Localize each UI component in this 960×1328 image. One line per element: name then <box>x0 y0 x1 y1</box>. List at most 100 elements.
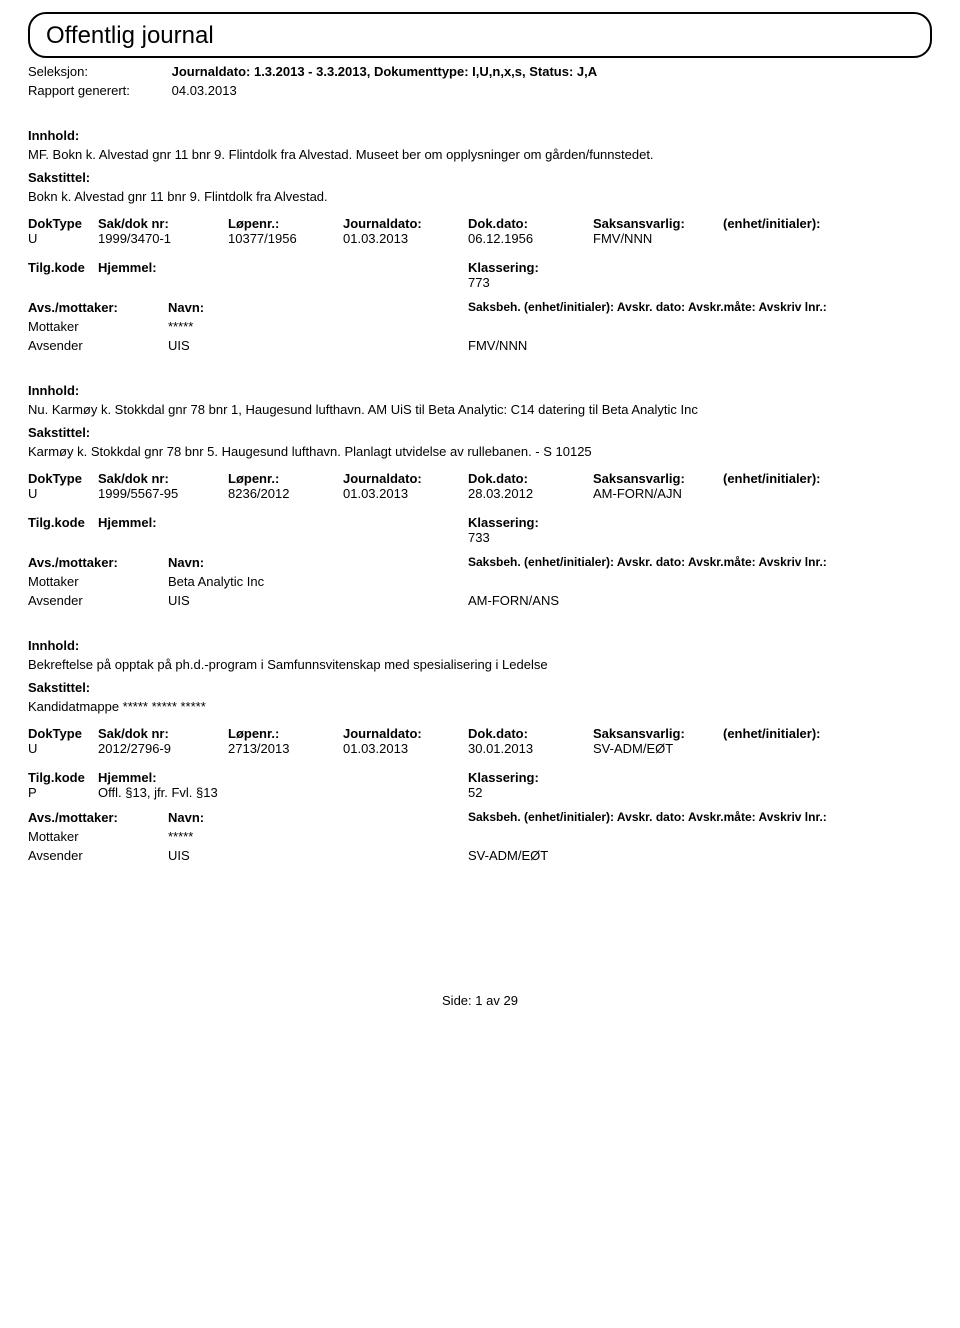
tilg-left: Tilg.kode Hjemmel: <box>28 260 468 290</box>
col-dokdato-label: Dok.dato: <box>468 216 593 231</box>
party-role: Mottaker <box>28 829 168 844</box>
col-sakdok-label: Sak/dok nr: <box>98 216 228 231</box>
col-lopenr-label: Løpenr.: <box>228 471 343 486</box>
col-saksansvarlig-label: Saksansvarlig: <box>593 471 723 486</box>
seleksjon-label: Seleksjon: <box>28 64 168 79</box>
lopenr-value: 2713/2013 <box>228 741 343 756</box>
page-footer: Side: 1 av 29 <box>28 993 932 1008</box>
saksansvarlig-value: SV-ADM/EØT <box>593 741 723 756</box>
doc-values-row: U 2012/2796-9 2713/2013 01.03.2013 30.01… <box>28 741 932 756</box>
hjemmel-col: Hjemmel: <box>98 515 468 545</box>
footer-middle: av <box>486 993 500 1008</box>
col-saksansvarlig-label: Saksansvarlig: <box>593 216 723 231</box>
party-name: UIS <box>168 593 468 608</box>
party-row: Mottaker ***** <box>28 319 932 334</box>
navn-label: Navn: <box>168 300 468 315</box>
party-name: ***** <box>168 829 468 844</box>
party-role: Mottaker <box>28 319 168 334</box>
saksbeh-label: Saksbeh. (enhet/initialer): Avskr. dato:… <box>468 300 827 315</box>
doktype-value: U <box>28 231 98 246</box>
col-saksansvarlig-label: Saksansvarlig: <box>593 726 723 741</box>
klassering-value: 733 <box>468 530 490 545</box>
party-name: Beta Analytic Inc <box>168 574 468 589</box>
hjemmel-col: Hjemmel: <box>98 260 468 290</box>
saksansvarlig-value: AM-FORN/AJN <box>593 486 723 501</box>
journal-entry: Innhold: Bekreftelse på opptak på ph.d.-… <box>28 638 932 863</box>
navn-label: Navn: <box>168 810 468 825</box>
col-lopenr-label: Løpenr.: <box>228 216 343 231</box>
tilgkode-col: Tilg.kode <box>28 260 98 290</box>
col-dokdato-label: Dok.dato: <box>468 726 593 741</box>
col-doktype-label: DokType <box>28 471 98 486</box>
sakstittel-text: Kandidatmappe ***** ***** ***** <box>28 699 932 714</box>
party-role: Avsender <box>28 593 168 608</box>
avs-header-row: Avs./mottaker: Navn: Saksbeh. (enhet/ini… <box>28 555 932 570</box>
tilg-row: Tilg.kode P Hjemmel: Offl. §13, jfr. Fvl… <box>28 770 932 800</box>
avsmottaker-label: Avs./mottaker: <box>28 810 168 825</box>
avsmottaker-label: Avs./mottaker: <box>28 555 168 570</box>
col-sakdok-label: Sak/dok nr: <box>98 471 228 486</box>
tilgkode-col: Tilg.kode P <box>28 770 98 800</box>
lopenr-value: 10377/1956 <box>228 231 343 246</box>
doktype-value: U <box>28 486 98 501</box>
tilgkode-label: Tilg.kode <box>28 770 85 785</box>
saksansvarlig-value: FMV/NNN <box>593 231 723 246</box>
doc-header-row: DokType Sak/dok nr: Løpenr.: Journaldato… <box>28 726 932 741</box>
hjemmel-value: Offl. §13, jfr. Fvl. §13 <box>98 785 218 800</box>
journaldato-value: 01.03.2013 <box>343 486 468 501</box>
col-journaldato-label: Journaldato: <box>343 216 468 231</box>
doc-block: DokType Sak/dok nr: Løpenr.: Journaldato… <box>28 726 932 756</box>
tilgkode-label: Tilg.kode <box>28 260 85 275</box>
sakdok-value: 2012/2796-9 <box>98 741 228 756</box>
klassering-col: Klassering: 773 <box>468 260 539 290</box>
hjemmel-label: Hjemmel: <box>98 515 157 530</box>
doc-values-row: U 1999/5567-95 8236/2012 01.03.2013 28.0… <box>28 486 932 501</box>
title-box: Offentlig journal <box>28 12 932 58</box>
journaldato-value: 01.03.2013 <box>343 741 468 756</box>
klassering-label: Klassering: <box>468 770 539 785</box>
tilgkode-col: Tilg.kode <box>28 515 98 545</box>
party-row: Avsender UIS AM-FORN/ANS <box>28 593 932 608</box>
sakstittel-label: Sakstittel: <box>28 170 932 185</box>
doc-header-row: DokType Sak/dok nr: Løpenr.: Journaldato… <box>28 216 932 231</box>
sakdok-value: 1999/5567-95 <box>98 486 228 501</box>
journal-entry: Innhold: MF. Bokn k. Alvestad gnr 11 bnr… <box>28 128 932 353</box>
tilg-row: Tilg.kode Hjemmel: Klassering: 773 <box>28 260 932 290</box>
innhold-label: Innhold: <box>28 383 932 398</box>
footer-total: 29 <box>504 993 518 1008</box>
seleksjon-row: Seleksjon: Journaldato: 1.3.2013 - 3.3.2… <box>28 64 932 79</box>
col-enhet-label: (enhet/initialer): <box>723 726 873 741</box>
klassering-value: 52 <box>468 785 482 800</box>
doc-block: DokType Sak/dok nr: Løpenr.: Journaldato… <box>28 471 932 501</box>
klassering-col: Klassering: 52 <box>468 770 539 800</box>
hjemmel-label: Hjemmel: <box>98 260 157 275</box>
journaldato-value: 01.03.2013 <box>343 231 468 246</box>
dokdato-value: 06.12.1956 <box>468 231 593 246</box>
col-doktype-label: DokType <box>28 726 98 741</box>
tilg-row: Tilg.kode Hjemmel: Klassering: 733 <box>28 515 932 545</box>
doc-block: DokType Sak/dok nr: Løpenr.: Journaldato… <box>28 216 932 246</box>
innhold-text: Nu. Karmøy k. Stokkdal gnr 78 bnr 1, Hau… <box>28 402 932 417</box>
seleksjon-value: Journaldato: 1.3.2013 - 3.3.2013, Dokume… <box>172 64 598 79</box>
journal-entry: Innhold: Nu. Karmøy k. Stokkdal gnr 78 b… <box>28 383 932 608</box>
doc-header-row: DokType Sak/dok nr: Løpenr.: Journaldato… <box>28 471 932 486</box>
party-role: Avsender <box>28 338 168 353</box>
party-row: Avsender UIS FMV/NNN <box>28 338 932 353</box>
rapport-value: 04.03.2013 <box>172 83 237 98</box>
col-sakdok-label: Sak/dok nr: <box>98 726 228 741</box>
party-row: Avsender UIS SV-ADM/EØT <box>28 848 932 863</box>
hjemmel-col: Hjemmel: Offl. §13, jfr. Fvl. §13 <box>98 770 468 800</box>
col-enhet-label: (enhet/initialer): <box>723 471 873 486</box>
sakdok-value: 1999/3470-1 <box>98 231 228 246</box>
enhet-value <box>723 741 873 756</box>
rapport-row: Rapport generert: 04.03.2013 <box>28 83 932 98</box>
tilgkode-label: Tilg.kode <box>28 515 85 530</box>
avs-header-row: Avs./mottaker: Navn: Saksbeh. (enhet/ini… <box>28 300 932 315</box>
saksbeh-label: Saksbeh. (enhet/initialer): Avskr. dato:… <box>468 555 827 570</box>
party-dept: SV-ADM/EØT <box>468 848 548 863</box>
doktype-value: U <box>28 741 98 756</box>
party-name: UIS <box>168 848 468 863</box>
col-lopenr-label: Løpenr.: <box>228 726 343 741</box>
party-dept: FMV/NNN <box>468 338 527 353</box>
navn-label: Navn: <box>168 555 468 570</box>
